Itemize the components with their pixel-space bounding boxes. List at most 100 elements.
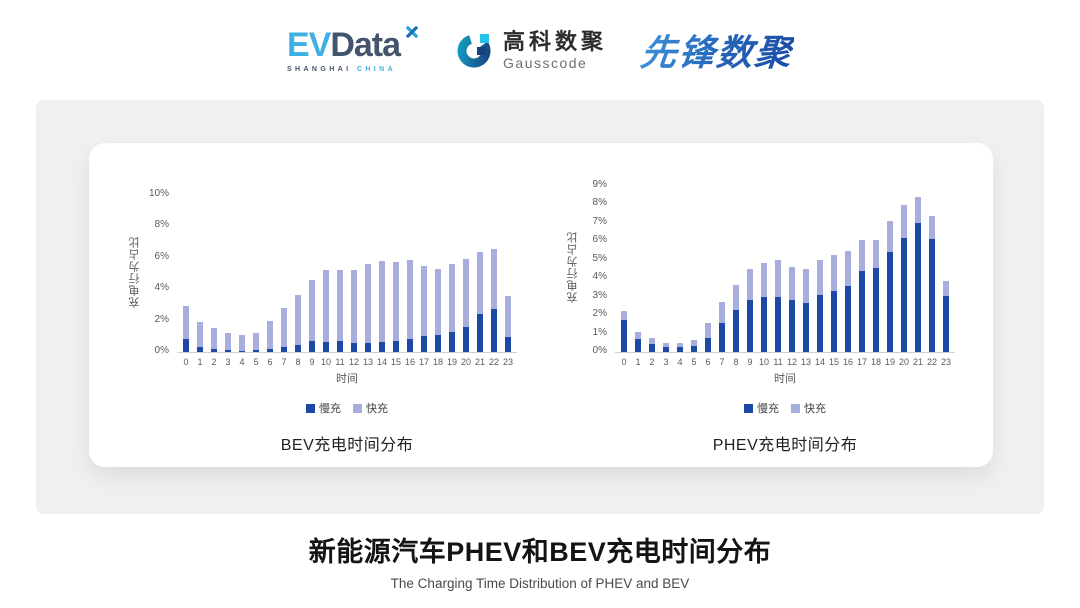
bar-segment-快充 <box>705 322 711 339</box>
bar-segment-快充 <box>677 342 683 348</box>
bar-segment-慢充 <box>211 348 217 352</box>
bar-segment-慢充 <box>407 339 413 352</box>
stacked-bar <box>915 197 921 352</box>
y-tick-label: 1% <box>592 326 607 338</box>
page-subtitle: The Charging Time Distribution of PHEV a… <box>390 576 690 591</box>
x-tick-label: 20 <box>898 357 909 367</box>
x-tick-label: 6 <box>705 357 711 367</box>
x-tick-label: 16 <box>404 357 415 367</box>
stacked-bar <box>789 267 795 352</box>
bar-column <box>263 195 277 352</box>
bar-segment-快充 <box>197 322 203 347</box>
bar-segment-快充 <box>733 284 739 310</box>
y-tick-label: 4% <box>592 271 607 283</box>
bar-column <box>841 186 855 352</box>
bar-column <box>235 195 249 352</box>
x-tick-label: 16 <box>842 357 853 367</box>
y-tick-label: 10% <box>148 188 169 199</box>
x-tick-label: 15 <box>390 357 401 367</box>
chart-bev-body: 充电行为占比 0% 2% 4% 6% 8% 10% 0 1 2 3 4 5 6 7 8 9 10 11 12 13 1… <box>127 188 517 386</box>
legend-label: 慢充 <box>757 403 779 415</box>
stacked-bar <box>379 260 385 352</box>
bar-column <box>193 195 207 352</box>
bar-segment-快充 <box>887 221 893 253</box>
y-axis-title: 充电行为占比 <box>129 236 141 308</box>
stacked-bar <box>663 342 669 352</box>
stacked-bar <box>435 268 441 352</box>
bar-segment-慢充 <box>267 349 273 352</box>
bar-column <box>179 195 193 352</box>
gausscode-en-text: Gausscode <box>503 54 588 71</box>
bar-column <box>347 195 361 352</box>
bar-segment-快充 <box>295 295 301 345</box>
legend: 慢充 快充 <box>615 400 955 416</box>
plot-wrap: 0 1 2 3 4 5 6 7 8 9 10 11 12 13 14 15 16 17 18 19 20 21 22 23 时… <box>615 186 955 386</box>
bar-segment-快充 <box>621 310 627 320</box>
stacked-bar <box>761 263 767 352</box>
bar-segment-快充 <box>351 270 357 343</box>
bar-segment-慢充 <box>379 341 385 352</box>
chart-phev-body: 充电行为占比 0% 1% 2% 3% 4% 5% 6% 7% 8% 9% 0 1 2 3 4 5 6 7 8 9 10… <box>565 179 955 386</box>
x-tick-label: 19 <box>884 357 895 367</box>
bar-segment-慢充 <box>677 347 683 352</box>
bar-segment-快充 <box>803 269 809 304</box>
stacked-bar <box>887 221 893 352</box>
bar-segment-快充 <box>831 255 837 292</box>
bar-segment-快充 <box>761 263 767 297</box>
bar-segment-快充 <box>943 281 949 296</box>
bar-segment-快充 <box>929 216 935 239</box>
stacked-bar <box>393 261 399 352</box>
bar-segment-快充 <box>225 333 231 351</box>
bar-segment-慢充 <box>197 346 203 352</box>
stacked-bar <box>281 308 287 352</box>
bar-segment-慢充 <box>663 347 669 352</box>
x-tick-label: 0 <box>621 357 627 367</box>
stacked-bar <box>225 333 231 352</box>
stacked-bar <box>621 310 627 352</box>
bar-segment-慢充 <box>901 237 907 352</box>
bar-segment-快充 <box>449 264 455 332</box>
bar-segment-快充 <box>873 239 879 269</box>
chart-title: PHEV充电时间分布 <box>712 437 858 454</box>
bar-segment-慢充 <box>775 296 781 352</box>
legend-item: 快充 <box>791 400 826 416</box>
stacked-bar <box>677 342 683 352</box>
y-tick-label: 6% <box>154 250 169 262</box>
bar-segment-慢充 <box>225 350 231 352</box>
x-tick-label: 19 <box>446 357 457 367</box>
bar-column <box>827 186 841 352</box>
legend-swatch <box>353 403 362 413</box>
x-tick-label: 14 <box>814 357 825 367</box>
chart-title: BEV充电时间分布 <box>280 437 414 454</box>
x-tick-label: 2 <box>211 357 217 367</box>
x-tick-label: 21 <box>912 357 923 367</box>
x-axis-title: 时间 <box>774 373 796 385</box>
legend: 慢充 快充 <box>177 400 517 416</box>
x-tick-label: 14 <box>376 357 387 367</box>
gausscode-cn-text: 高科数聚 <box>503 29 608 55</box>
bar-segment-快充 <box>407 260 413 340</box>
bar-segment-慢充 <box>351 342 357 352</box>
evdata-sub-shanghai: SHANGHAI <box>286 65 352 73</box>
evdata-ev-text: EV <box>286 25 331 64</box>
y-axis-title: 充电行为占比 <box>567 231 579 304</box>
y-tick-label: 6% <box>592 234 607 246</box>
stacked-bar <box>831 255 837 352</box>
bar-segment-慢充 <box>845 285 851 352</box>
bar-segment-快充 <box>901 205 907 238</box>
bar-segment-快充 <box>691 339 697 347</box>
bar-segment-慢充 <box>435 334 441 352</box>
x-tick-label: 0 <box>183 357 189 367</box>
bar-segment-慢充 <box>747 300 753 352</box>
chart-phev: 充电行为占比 0% 1% 2% 3% 4% 5% 6% 7% 8% 9% 0 1 2 3 4 5 6 7 8 9 10… <box>565 179 955 455</box>
bar-segment-慢充 <box>505 337 511 352</box>
stacked-bar <box>649 338 655 352</box>
bars <box>179 195 515 352</box>
bar-segment-慢充 <box>295 344 301 352</box>
stacked-bar <box>253 333 259 352</box>
bar-segment-快充 <box>663 342 669 348</box>
x-tick-label: 6 <box>267 357 273 367</box>
bar-column <box>277 195 291 352</box>
x-tick-label: 22 <box>488 357 499 367</box>
